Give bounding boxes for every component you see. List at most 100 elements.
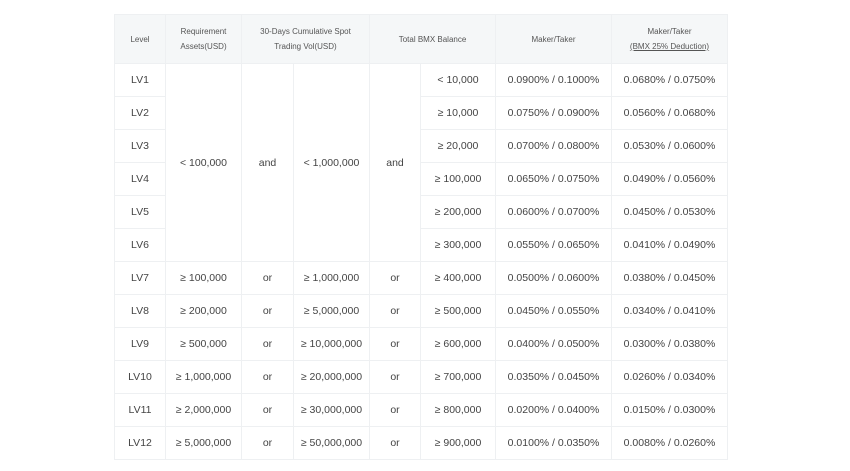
table-body: LV1 < 100,000 and < 1,000,000 and < 10,000 0.0…: [114, 63, 728, 460]
volume-cell: ≥ 50,000,000: [293, 426, 370, 460]
assets-cell: ≥ 100,000: [165, 261, 242, 295]
maker-taker-cell: 0.0200% / 0.0400%: [495, 393, 612, 427]
maker-taker-deduction-cell: 0.0300% / 0.0380%: [611, 327, 728, 361]
table-row: LV1 < 100,000 and < 1,000,000 and < 10,000 0.0…: [114, 63, 728, 262]
level-cell: LV4: [114, 162, 166, 196]
table-row: LV6 ≥ 300,000 0.0550% / 0.0650% 0.0410% / 0…: [114, 228, 728, 262]
table-row: LV4 ≥ 100,000 0.0650% / 0.0750% 0.0490% / 0…: [114, 162, 728, 196]
header-requirement-line2: Assets(USD): [180, 42, 227, 51]
operator-cell: or: [369, 360, 421, 394]
table-row: LV11 ≥ 2,000,000 or ≥ 30,000,000 or ≥ 800,000…: [114, 393, 728, 427]
level-cell: LV7: [114, 261, 166, 295]
table-header-row: Level Requirement Assets(USD) 30-Days Cu…: [114, 14, 728, 64]
table-row: LV5 ≥ 200,000 0.0600% / 0.0700% 0.0450% / 0…: [114, 195, 728, 229]
header-maker-taker: Maker/Taker: [495, 14, 612, 64]
maker-taker-deduction-cell: 0.0680% / 0.0750%: [611, 63, 728, 97]
table-row: LV7 ≥ 100,000 or ≥ 1,000,000 or ≥ 400,000 0.05…: [114, 261, 728, 295]
bmx-balance-cell: ≥ 500,000: [420, 294, 496, 328]
level-cell: LV1: [114, 63, 166, 97]
bmx-balance-cell: ≥ 100,000: [420, 162, 496, 196]
volume-cell: ≥ 1,000,000: [293, 261, 370, 295]
header-maker-taker-deduction: Maker/Taker (BMX 25% Deduction): [611, 14, 728, 64]
maker-taker-cell: 0.0450% / 0.0550%: [495, 294, 612, 328]
level-cell: LV3: [114, 129, 166, 163]
operator-cell: or: [241, 426, 294, 460]
table-row: LV12 ≥ 5,000,000 or ≥ 50,000,000 or ≥ 900,000…: [114, 426, 728, 460]
header-requirement-line1: Requirement: [180, 27, 227, 36]
header-bmx-balance: Total BMX Balance: [369, 14, 496, 64]
maker-taker-deduction-cell: 0.0530% / 0.0600%: [611, 129, 728, 163]
operator-cell: and: [241, 63, 294, 262]
level-cell: LV12: [114, 426, 166, 460]
bmx-balance-cell: ≥ 700,000: [420, 360, 496, 394]
bmx-balance-cell: ≥ 200,000: [420, 195, 496, 229]
maker-taker-cell: 0.0350% / 0.0450%: [495, 360, 612, 394]
operator-cell: or: [241, 327, 294, 361]
table-row: LV10 ≥ 1,000,000 or ≥ 20,000,000 or ≥ 700,000…: [114, 360, 728, 394]
operator-cell: or: [369, 261, 421, 295]
maker-taker-cell: 0.0400% / 0.0500%: [495, 327, 612, 361]
level-cell: LV10: [114, 360, 166, 394]
volume-cell: ≥ 20,000,000: [293, 360, 370, 394]
maker-taker-deduction-cell: 0.0450% / 0.0530%: [611, 195, 728, 229]
table-row: LV8 ≥ 200,000 or ≥ 5,000,000 or ≥ 500,000 0.04…: [114, 294, 728, 328]
maker-taker-cell: 0.0700% / 0.0800%: [495, 129, 612, 163]
volume-cell: ≥ 30,000,000: [293, 393, 370, 427]
maker-taker-deduction-cell: 0.0150% / 0.0300%: [611, 393, 728, 427]
assets-cell: < 100,000: [165, 63, 242, 262]
level-cell: LV9: [114, 327, 166, 361]
operator-cell: or: [369, 426, 421, 460]
assets-cell: ≥ 5,000,000: [165, 426, 242, 460]
assets-cell: ≥ 2,000,000: [165, 393, 242, 427]
maker-taker-cell: 0.0900% / 0.1000%: [495, 63, 612, 97]
maker-taker-deduction-cell: 0.0260% / 0.0340%: [611, 360, 728, 394]
operator-cell: or: [241, 360, 294, 394]
table-row: LV9 ≥ 500,000 or ≥ 10,000,000 or ≥ 600,000 0.0…: [114, 327, 728, 361]
operator-cell: or: [369, 327, 421, 361]
header-deduction-line2: (BMX 25% Deduction): [629, 42, 710, 51]
header-trading-volume: 30-Days Cumulative Spot Trading Vol(USD): [241, 14, 370, 64]
maker-taker-cell: 0.0550% / 0.0650%: [495, 228, 612, 262]
header-requirement-assets: Requirement Assets(USD): [165, 14, 242, 64]
table-row: LV2 ≥ 10,000 0.0750% / 0.0900% 0.0560% / 0.…: [114, 96, 728, 130]
operator-cell: and: [369, 63, 421, 262]
level-cell: LV2: [114, 96, 166, 130]
level-cell: LV11: [114, 393, 166, 427]
bmx-balance-cell: ≥ 10,000: [420, 96, 496, 130]
bmx-balance-cell: < 10,000: [420, 63, 496, 97]
bmx-balance-cell: ≥ 400,000: [420, 261, 496, 295]
level-cell: LV8: [114, 294, 166, 328]
assets-cell: ≥ 500,000: [165, 327, 242, 361]
maker-taker-deduction-cell: 0.0380% / 0.0450%: [611, 261, 728, 295]
operator-cell: or: [369, 294, 421, 328]
level-cell: LV6: [114, 228, 166, 262]
level-cell: LV5: [114, 195, 166, 229]
maker-taker-deduction-cell: 0.0560% / 0.0680%: [611, 96, 728, 130]
header-deduction-line1: Maker/Taker: [647, 27, 692, 36]
table-row: LV3 ≥ 20,000 0.0700% / 0.0800% 0.0530% / 0.…: [114, 129, 728, 163]
operator-cell: or: [241, 393, 294, 427]
assets-cell: ≥ 1,000,000: [165, 360, 242, 394]
operator-cell: or: [241, 294, 294, 328]
volume-cell: ≥ 10,000,000: [293, 327, 370, 361]
header-volume-line2: Trading Vol(USD): [274, 42, 337, 51]
maker-taker-cell: 0.0100% / 0.0350%: [495, 426, 612, 460]
fee-tier-table: Level Requirement Assets(USD) 30-Days Cu…: [114, 14, 728, 460]
maker-taker-deduction-cell: 0.0490% / 0.0560%: [611, 162, 728, 196]
bmx-balance-cell: ≥ 20,000: [420, 129, 496, 163]
header-level: Level: [114, 14, 166, 64]
bmx-balance-cell: ≥ 300,000: [420, 228, 496, 262]
assets-cell: ≥ 200,000: [165, 294, 242, 328]
volume-cell: ≥ 5,000,000: [293, 294, 370, 328]
maker-taker-deduction-cell: 0.0410% / 0.0490%: [611, 228, 728, 262]
header-volume-line1: 30-Days Cumulative Spot: [260, 27, 351, 36]
maker-taker-deduction-cell: 0.0080% / 0.0260%: [611, 426, 728, 460]
operator-cell: or: [369, 393, 421, 427]
maker-taker-cell: 0.0600% / 0.0700%: [495, 195, 612, 229]
maker-taker-cell: 0.0750% / 0.0900%: [495, 96, 612, 130]
bmx-balance-cell: ≥ 600,000: [420, 327, 496, 361]
bmx-balance-cell: ≥ 900,000: [420, 426, 496, 460]
maker-taker-deduction-cell: 0.0340% / 0.0410%: [611, 294, 728, 328]
operator-cell: or: [241, 261, 294, 295]
maker-taker-cell: 0.0650% / 0.0750%: [495, 162, 612, 196]
